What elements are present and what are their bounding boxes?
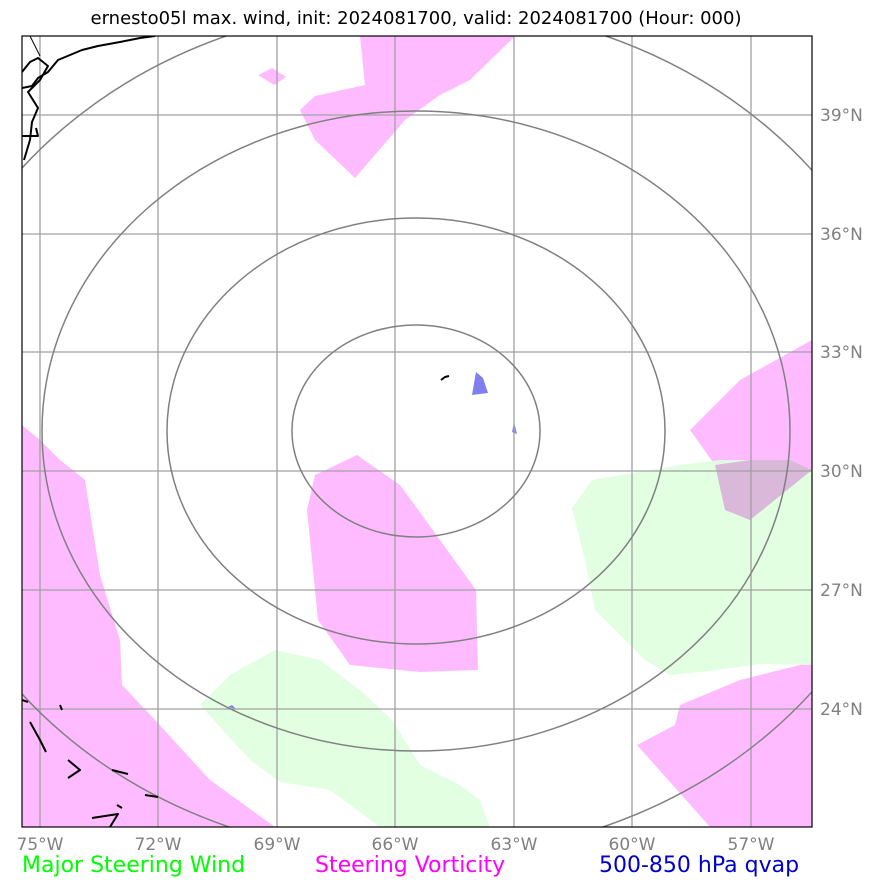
steering-wind-area-southwest bbox=[200, 650, 490, 827]
range-rings bbox=[22, 36, 812, 827]
lat-label: 30°N bbox=[820, 462, 863, 482]
legend-steering-wind: Major Steering Wind bbox=[22, 853, 246, 878]
legend-steering-vorticity: Steering Vorticity bbox=[315, 853, 506, 878]
map-frame bbox=[21, 35, 813, 828]
lon-label: 60°W bbox=[609, 835, 656, 855]
longitude-labels: 75°W 72°W 69°W 66°W 63°W 60°W 57°W bbox=[17, 835, 775, 855]
latitude-labels: 39°N 36°N 33°N 30°N 27°N 24°N bbox=[820, 106, 863, 720]
lat-label: 27°N bbox=[820, 581, 863, 601]
lon-label: 63°W bbox=[491, 835, 538, 855]
coastline-bermuda bbox=[440, 375, 450, 381]
coastline-new-england bbox=[22, 36, 156, 89]
lon-label: 57°W bbox=[728, 835, 775, 855]
range-ring-3 bbox=[41, 110, 791, 752]
overlap-shading bbox=[715, 460, 812, 520]
range-ring-2 bbox=[166, 217, 666, 645]
coastline-cape bbox=[22, 127, 39, 137]
lon-label: 66°W bbox=[372, 835, 419, 855]
lat-label: 36°N bbox=[820, 225, 863, 245]
coastlines bbox=[22, 36, 450, 827]
vorticity-area-west bbox=[22, 425, 275, 827]
lat-label: 39°N bbox=[820, 106, 863, 126]
graticule bbox=[22, 36, 812, 827]
vorticity-area-southeast bbox=[637, 662, 812, 827]
qvap-area-3 bbox=[228, 705, 236, 709]
lat-label: 33°N bbox=[820, 343, 863, 363]
qvap-area-1 bbox=[472, 372, 488, 395]
coastline-bahamas bbox=[22, 699, 159, 827]
lat-label: 24°N bbox=[820, 700, 863, 720]
vorticity-area-central bbox=[307, 455, 478, 672]
vorticity-area-small bbox=[258, 68, 286, 85]
legend-qvap: 500-850 hPa qvap bbox=[599, 853, 800, 878]
coastline-northeast bbox=[22, 57, 49, 161]
state-border bbox=[29, 36, 41, 57]
range-ring-1 bbox=[291, 324, 541, 538]
vorticity-area-north bbox=[300, 36, 515, 178]
map-plot-area bbox=[22, 36, 812, 827]
map-title: ernesto05l max. wind, init: 2024081700, … bbox=[90, 8, 742, 29]
lon-label: 75°W bbox=[17, 835, 64, 855]
lon-label: 69°W bbox=[254, 835, 301, 855]
lon-label: 72°W bbox=[135, 835, 182, 855]
